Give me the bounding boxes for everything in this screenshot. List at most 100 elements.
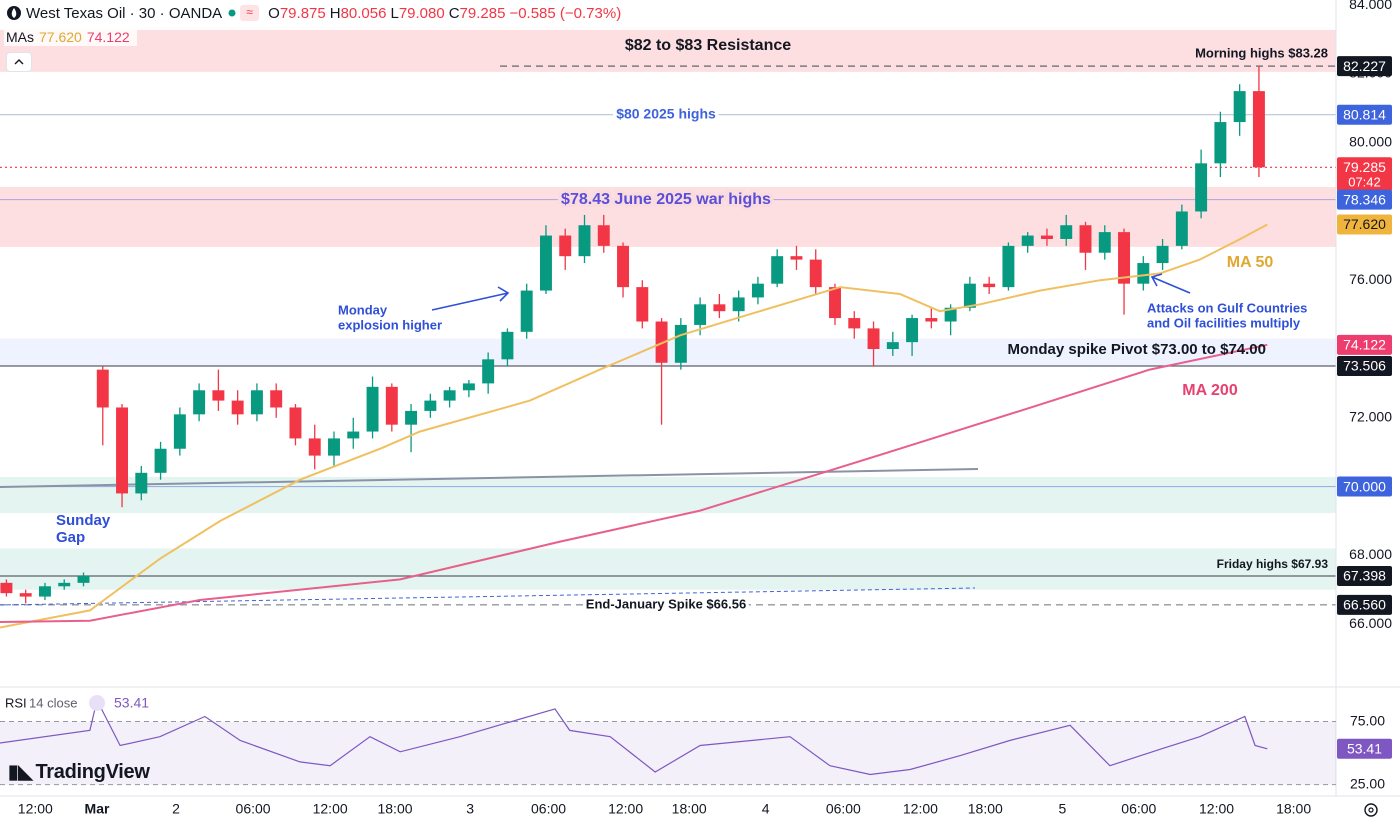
rsi-legend-label: RSI — [5, 695, 27, 710]
candle-body — [539, 235, 552, 291]
rsi-icon — [89, 695, 105, 711]
candle-body — [674, 324, 687, 363]
rsi-tick-label: 75.00 — [1350, 712, 1385, 728]
candle-body — [1079, 225, 1092, 253]
status-icons: ≈ — [228, 5, 260, 21]
y-tick-label: 80.000 — [1349, 133, 1392, 149]
quote-key: O — [268, 4, 280, 22]
price-badge — [1337, 334, 1392, 355]
rsi-line — [0, 698, 1268, 776]
candle-body — [809, 259, 822, 288]
moving-averages: MA 50 MA 200 — [0, 223, 1274, 629]
candle-body — [559, 235, 572, 257]
ma-line — [0, 223, 1268, 629]
candle-body — [482, 359, 495, 384]
level-note: End-January Spike $66.56 — [586, 596, 746, 611]
x-tick-label: 5 — [1058, 801, 1066, 817]
zone — [0, 338, 1336, 367]
candle-body — [289, 407, 302, 439]
price-badge — [1337, 566, 1392, 587]
candle-body — [173, 414, 186, 449]
candle-body — [1214, 122, 1227, 164]
level-note: $80 2025 highs — [616, 105, 716, 121]
level-note: $78.43 June 2025 war highs — [561, 191, 771, 208]
price-badge — [1337, 189, 1392, 210]
price-badge-label: 66.560 — [1343, 597, 1386, 613]
x-tick-label: 12:00 — [313, 801, 348, 817]
price-badge-label: 74.122 — [1343, 337, 1386, 353]
price-badge — [1337, 594, 1392, 615]
annotation: Attacks on Gulf Countries — [1147, 300, 1307, 315]
candle-body — [829, 287, 841, 319]
level-note: Monday spike Pivot $73.00 to $74.00 — [1008, 341, 1266, 358]
candle-body — [347, 431, 360, 439]
candle-body — [906, 318, 919, 343]
candle-body — [501, 331, 514, 360]
rsi-badge — [1337, 738, 1392, 759]
trend-line — [0, 587, 976, 606]
quote-value: 79.285 — [459, 4, 506, 22]
price-badge — [1337, 56, 1392, 77]
ma-line — [0, 343, 1268, 623]
candle-body — [597, 225, 610, 246]
candle-body — [1002, 245, 1015, 288]
candle-body — [1137, 263, 1150, 284]
candle-body — [38, 586, 51, 597]
candle-body — [193, 390, 206, 415]
candle-body — [655, 321, 668, 363]
change: −0.585 (−0.73%) — [509, 4, 622, 22]
price-badge — [1337, 214, 1392, 235]
candle-body — [617, 245, 630, 288]
annotation: explosion higher — [338, 317, 442, 332]
price-badge-label: 82.227 — [1343, 58, 1386, 74]
price-badge-label: 67.398 — [1343, 568, 1386, 584]
candle-body — [925, 318, 938, 322]
branding: ⁠▮◣ TradingView — [8, 761, 150, 784]
candle-body — [135, 472, 148, 494]
legend-header: West Texas Oil · 30 · OANDA ≈ O79.875 H80… — [6, 4, 622, 22]
x-tick-label: 06:00 — [826, 801, 861, 817]
price-badge-label: 80.814 — [1343, 106, 1386, 122]
price-badge-label: 79.285 — [1343, 159, 1386, 175]
rsi-pane: 75.00 25.00 53.41 RSI 14 close 53.41 — [0, 695, 1392, 791]
x-tick-label: 06:00 — [531, 801, 566, 817]
collapse-button[interactable] — [6, 52, 32, 72]
candle-body — [1156, 245, 1169, 264]
candle-body — [867, 328, 880, 350]
zones — [0, 29, 1336, 590]
ma-label: MA 200 — [1182, 382, 1238, 399]
candle-body — [77, 575, 90, 583]
settings-icon[interactable] — [1364, 803, 1378, 817]
quote-value: 80.056 — [340, 4, 387, 22]
quote-key: C — [448, 4, 460, 22]
x-tick-label: 06:00 — [236, 801, 271, 817]
candle-body — [1252, 91, 1265, 168]
price-badge-label: 70.000 — [1343, 478, 1386, 494]
x-tick-label: 2 — [172, 801, 180, 817]
price-badge-label: 78.346 — [1343, 191, 1386, 207]
ma-legend-label: MAs — [6, 29, 34, 45]
ma-value: 74.122 — [86, 29, 130, 45]
candle-body — [405, 410, 418, 425]
brand-name: TradingView — [35, 761, 150, 783]
zone — [0, 187, 1336, 247]
candle-body — [886, 342, 899, 350]
candle-body — [424, 400, 437, 411]
annotation: Sunday — [56, 512, 111, 529]
x-tick-label: Mar — [85, 801, 110, 817]
ma-label: MA 50 — [1227, 254, 1274, 271]
arrows — [431, 273, 1191, 311]
candle-body — [308, 438, 321, 456]
rsi-band — [0, 721, 1336, 785]
candle-body — [270, 390, 283, 408]
rsi-tick-label: 25.00 — [1350, 775, 1385, 791]
candle-body — [328, 438, 340, 456]
candle-body — [983, 283, 996, 288]
candle-body — [231, 400, 244, 415]
candles — [0, 66, 1265, 604]
x-tick-label: 4 — [762, 801, 770, 817]
price-badge — [1337, 476, 1392, 497]
